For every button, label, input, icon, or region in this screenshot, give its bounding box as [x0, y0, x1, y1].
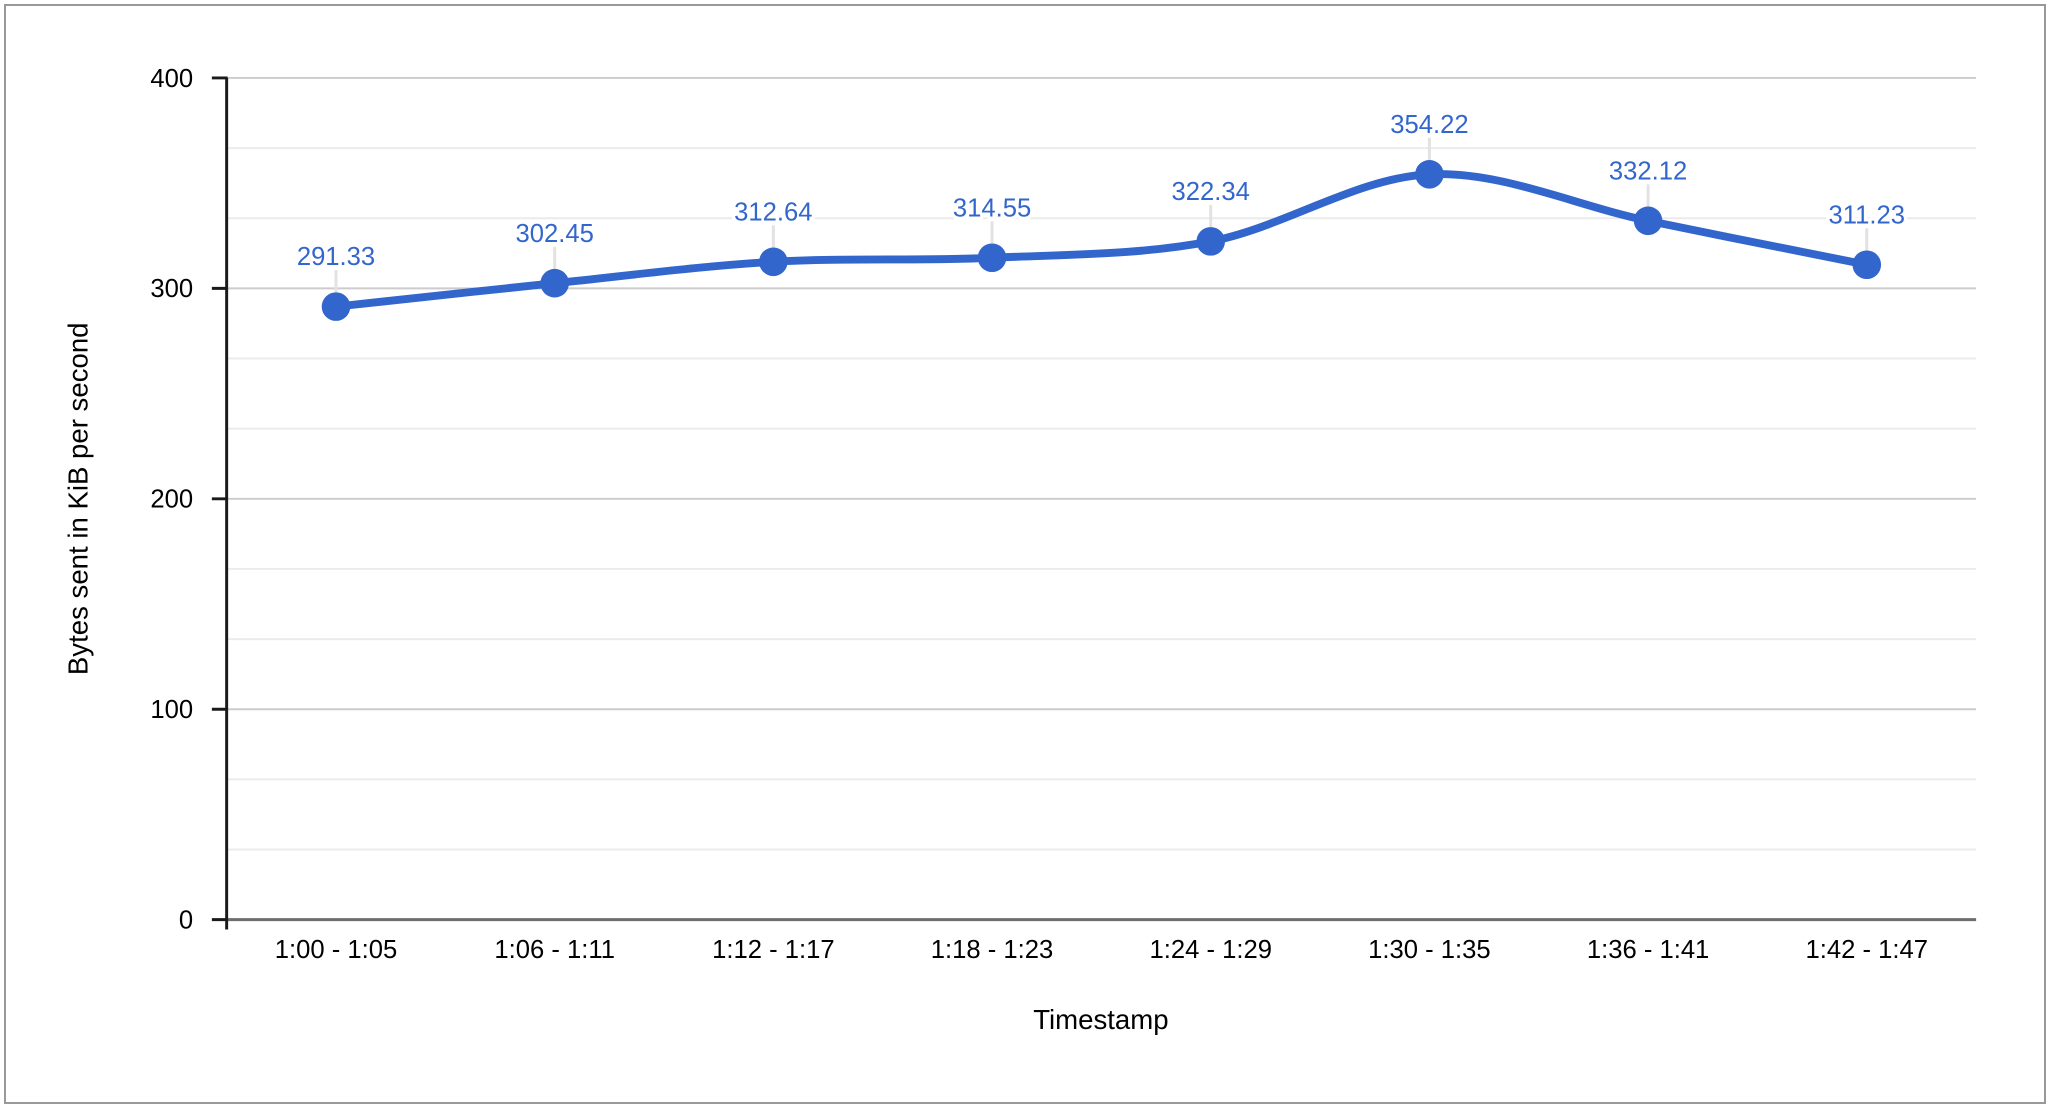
data-point-marker[interactable]	[977, 243, 1007, 273]
x-tick-label: 1:00 - 1:05	[275, 936, 397, 964]
y-tick-label: 0	[179, 907, 193, 935]
chart-canvas: 0 100 200 300 400 1:00 - 1:05 1:06 - 1:11 1:12 …	[63, 65, 1977, 1035]
x-tick-label: 1:24 - 1:29	[1149, 936, 1271, 964]
x-tick-label: 1:30 - 1:35	[1368, 936, 1490, 964]
data-point-label: 314.55	[953, 194, 1031, 222]
data-point-label: 332.12	[1609, 157, 1687, 185]
chart-frame: 0 100 200 300 400 1:00 - 1:05 1:06 - 1:11 1:12 …	[4, 4, 2046, 1104]
x-tick-label: 1:36 - 1:41	[1587, 936, 1709, 964]
data-point-marker[interactable]	[759, 247, 788, 277]
data-point-marker[interactable]	[1415, 159, 1444, 189]
line-chart: 0 100 200 300 400 1:00 - 1:05 1:06 - 1:11 1:12 …	[6, 6, 2044, 1102]
y-tick-label: 400	[150, 65, 193, 93]
y-tick-label: 300	[150, 275, 193, 303]
data-point-label: 312.64	[734, 198, 812, 226]
x-axis-title: Timestamp	[1033, 1004, 1168, 1035]
x-tick-label: 1:06 - 1:11	[494, 936, 615, 964]
data-point-marker[interactable]	[1852, 250, 1882, 280]
x-tick-label: 1:18 - 1:23	[931, 936, 1053, 964]
series-line	[332, 170, 1871, 311]
x-tick-label: 1:42 - 1:47	[1806, 936, 1928, 964]
data-point-marker[interactable]	[1196, 227, 1226, 256]
data-point-label: 302.45	[516, 220, 594, 248]
data-point-marker[interactable]	[321, 292, 351, 321]
y-axis-title: Bytes sent in KiB per second	[63, 323, 94, 676]
data-point-marker[interactable]	[1633, 206, 1663, 236]
y-tick-label: 100	[150, 696, 193, 724]
data-point-label: 354.22	[1390, 111, 1468, 139]
x-tick-label: 1:12 - 1:17	[712, 936, 834, 964]
data-point-label: 322.34	[1172, 178, 1250, 206]
data-point-label: 311.23	[1829, 201, 1905, 229]
y-tick-label: 200	[150, 486, 193, 514]
data-point-marker[interactable]	[540, 268, 569, 298]
data-point-label: 291.33	[297, 243, 375, 271]
